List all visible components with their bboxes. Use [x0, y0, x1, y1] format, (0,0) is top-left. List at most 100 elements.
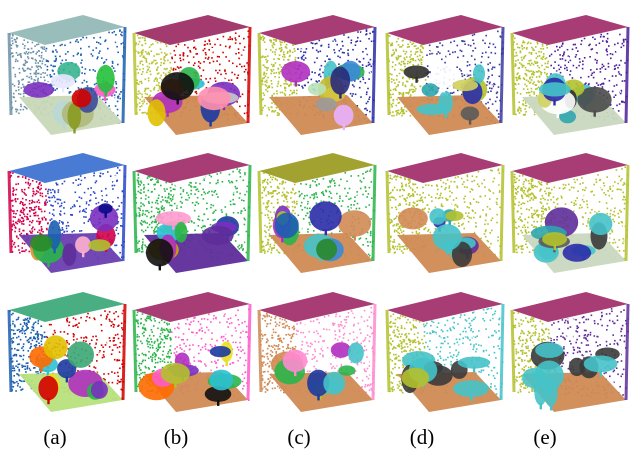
room-panel-r1-c5 — [510, 15, 630, 135]
furniture-segment — [457, 356, 491, 369]
furniture-segment — [209, 369, 234, 391]
furniture-segment — [577, 86, 612, 113]
furniture-segment — [330, 342, 351, 358]
roof-surface — [387, 153, 503, 183]
furniture-segment — [50, 74, 75, 89]
furniture-segment — [338, 210, 372, 237]
furniture-segment — [38, 375, 59, 401]
roof-surface — [9, 153, 125, 183]
furniture-segment — [401, 367, 430, 388]
roof-surface — [259, 153, 375, 183]
furniture-segment — [281, 61, 311, 83]
room-panel-r2-c5 — [510, 153, 630, 273]
room-panel-r2-c1 — [7, 153, 127, 273]
furniture-segment — [98, 203, 113, 214]
furniture-segment — [307, 369, 330, 397]
furniture-segment — [160, 72, 195, 101]
roof-surface — [9, 15, 125, 45]
furniture-segment — [538, 82, 571, 97]
room-panel-r3-c5 — [510, 292, 630, 412]
furniture-segment — [589, 212, 613, 236]
furniture-segment — [156, 223, 182, 242]
furniture-segment — [204, 386, 232, 402]
roof-surface — [387, 292, 503, 322]
caption-a: (a) — [43, 425, 67, 449]
furniture-segment — [197, 86, 231, 111]
furniture-segment — [43, 335, 68, 360]
caption-c: (c) — [287, 425, 311, 449]
furniture-segment — [432, 64, 456, 89]
furniture-segment — [75, 236, 91, 254]
room-panel-r2-c4 — [385, 153, 505, 273]
roof-surface — [259, 292, 375, 322]
room-panel-r2-c2 — [132, 153, 252, 273]
furniture-segment — [416, 103, 448, 115]
furniture-segment — [315, 97, 337, 112]
furniture-segment — [473, 64, 485, 83]
furniture-segment — [453, 380, 490, 397]
furniture-segment — [323, 371, 346, 395]
furniture-segment — [562, 243, 592, 262]
furniture-segment — [403, 65, 430, 79]
room-panel-r3-c2 — [132, 292, 252, 412]
furniture-segment — [398, 207, 428, 230]
roof-surface — [512, 292, 628, 322]
room-panel-r2-c3 — [257, 153, 377, 273]
furniture-segment — [421, 83, 439, 97]
furniture-segment — [338, 365, 356, 376]
furniture-segment — [333, 104, 354, 127]
caption-e: (e) — [533, 425, 557, 449]
roof-surface — [134, 153, 250, 183]
furniture-segment — [451, 241, 473, 267]
furniture-segment — [62, 243, 77, 266]
room-panel-r3-c3 — [257, 292, 377, 412]
furniture-segment — [307, 82, 327, 96]
furniture-segment — [452, 79, 479, 92]
furniture-segment — [96, 64, 115, 93]
furniture-segment — [534, 360, 564, 391]
room-panel-r1-c2 — [132, 15, 252, 135]
roof-surface — [512, 15, 628, 45]
furniture-segment — [71, 89, 92, 108]
roof-surface — [9, 292, 125, 322]
furniture-segment — [90, 381, 108, 399]
room-panel-r1-c3 — [257, 15, 377, 135]
furniture-segment — [160, 362, 190, 384]
furniture-segment — [209, 346, 231, 358]
room-panel-r1-c4 — [385, 15, 505, 135]
furniture-segment — [583, 355, 618, 373]
furniture-segment — [347, 342, 364, 364]
room-panel-r1-c1 — [7, 15, 127, 135]
furniture-segment — [274, 212, 299, 239]
furniture-segment — [282, 349, 308, 372]
furniture-segment — [67, 341, 94, 368]
furniture-segment — [23, 82, 54, 98]
furniture-segment — [460, 106, 480, 121]
furniture-segment — [88, 239, 111, 252]
furniture-segment — [432, 224, 462, 251]
roof-surface — [387, 15, 503, 45]
room-panel-r3-c1 — [7, 292, 127, 412]
furniture-segment — [445, 210, 464, 221]
furniture-segment — [174, 221, 188, 243]
furniture-segment — [429, 208, 447, 225]
furniture-segment — [542, 232, 568, 247]
roof-surface — [512, 153, 628, 183]
furniture-segment — [330, 66, 351, 95]
caption-b: (b) — [163, 425, 189, 449]
furniture-segment — [155, 211, 191, 226]
roof-surface — [259, 15, 375, 45]
caption-d: (d) — [409, 425, 435, 449]
furniture-segment — [535, 342, 564, 358]
roof-surface — [134, 15, 250, 45]
furniture-segment — [147, 99, 166, 127]
furniture-segment — [145, 238, 174, 267]
furniture-segment — [30, 234, 53, 252]
furniture-segment — [67, 102, 82, 130]
furniture-segment — [316, 238, 338, 260]
furniture-segment — [309, 201, 342, 232]
furniture-segment — [201, 225, 234, 245]
room-panel-r3-c4 — [385, 292, 505, 412]
roof-surface — [134, 292, 250, 322]
